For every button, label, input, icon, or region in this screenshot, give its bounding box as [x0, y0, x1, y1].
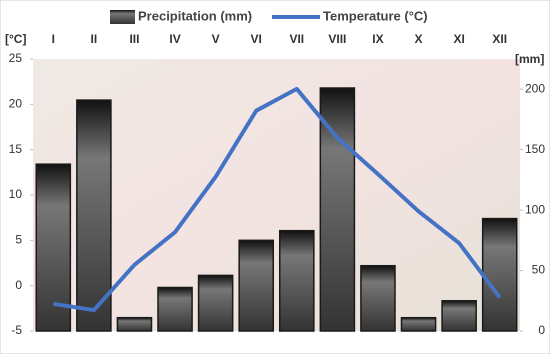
- precipitation-bar: [278, 229, 315, 332]
- precipitation-bar: [400, 316, 437, 332]
- precipitation-bar: [481, 217, 518, 332]
- x-tick-label: VII: [289, 32, 304, 46]
- x-tick-label: X: [415, 32, 423, 46]
- y-tick-label: 5: [15, 233, 22, 247]
- precipitation-bar: [319, 87, 356, 332]
- y2-tick-label: 0: [538, 323, 545, 337]
- x-tick-label: IX: [372, 32, 383, 46]
- x-tick-label: XII: [492, 32, 507, 46]
- x-tick-label: III: [129, 32, 139, 46]
- y2-tick-label: 50: [532, 263, 546, 277]
- y2-tick-label: 200: [525, 81, 545, 95]
- temperature-line: [52, 86, 502, 313]
- precipitation-bar: [238, 239, 275, 332]
- y2-tick-label: 100: [525, 202, 545, 216]
- x-tick-label: I: [52, 32, 55, 46]
- y2-tick-label: 150: [525, 142, 545, 156]
- precipitation-bar: [157, 286, 193, 332]
- precipitation-bar: [116, 316, 153, 332]
- x-tick-label: IV: [169, 32, 180, 46]
- y-tick-label: 25: [9, 51, 23, 65]
- legend-label: Temperature (°C): [323, 8, 428, 23]
- precipitation-bar: [360, 264, 396, 332]
- y-axis-label: [°C]: [5, 32, 26, 46]
- y-tick-label: 20: [9, 97, 23, 111]
- y-tick-label: -5: [11, 323, 22, 337]
- legend-label: Precipitation (mm): [138, 8, 252, 23]
- y-tick-label: 0: [15, 278, 22, 292]
- x-tick-label: V: [212, 32, 220, 46]
- x-tick-label: VI: [251, 32, 262, 46]
- precipitation-bar: [441, 300, 477, 332]
- y-tick-label: 15: [9, 142, 23, 156]
- precipitation-bar: [35, 163, 72, 332]
- legend-swatch-bars: [110, 10, 135, 24]
- x-tick-label: II: [91, 32, 98, 46]
- precipitation-bar: [197, 274, 234, 332]
- y-tick-label: 10: [9, 187, 23, 201]
- x-tick-label: VIII: [328, 32, 346, 46]
- x-tick-label: XI: [453, 32, 464, 46]
- precipitation-bar: [76, 99, 112, 332]
- y2-axis-label: [mm]: [515, 52, 544, 66]
